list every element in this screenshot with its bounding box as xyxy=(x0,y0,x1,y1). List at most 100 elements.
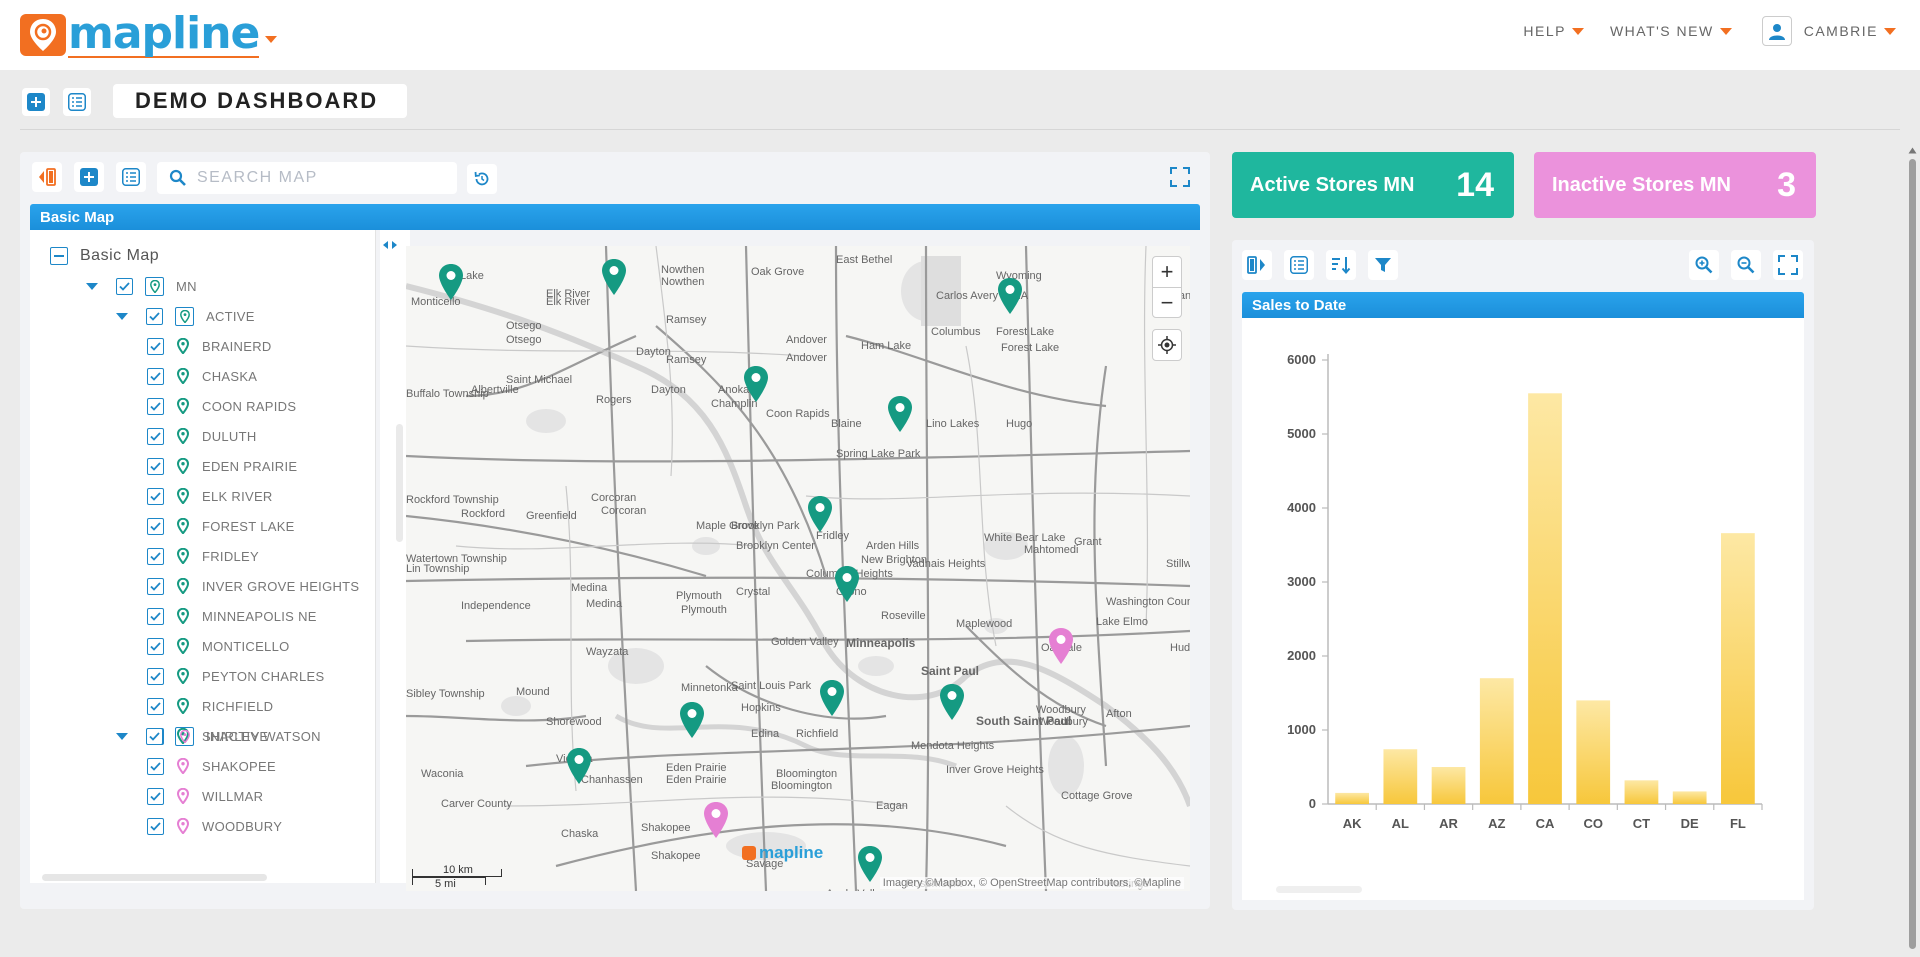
checkbox[interactable] xyxy=(146,307,163,325)
zoom-out-button[interactable]: − xyxy=(1153,287,1181,317)
layer-list-button[interactable] xyxy=(116,162,146,192)
kpi-inactive-stores[interactable]: Inactive Stores MN 3 xyxy=(1534,152,1816,218)
tree-vertical-scrollbar[interactable] xyxy=(396,424,403,542)
add-layer-button[interactable] xyxy=(74,162,104,192)
checkbox[interactable] xyxy=(147,637,164,655)
filter-button[interactable] xyxy=(1368,250,1398,280)
add-widget-button[interactable] xyxy=(22,88,50,116)
tree-item[interactable]: BRAINERD xyxy=(147,334,272,358)
checkbox[interactable] xyxy=(147,427,164,445)
active-store-pin[interactable] xyxy=(439,264,463,300)
tree-subgroup-inactive[interactable]: INACTIVE xyxy=(116,724,268,748)
tree-item[interactable]: WOODBURY xyxy=(147,814,282,838)
active-store-pin[interactable] xyxy=(835,566,859,602)
page-scrollbar[interactable] xyxy=(1906,145,1918,957)
expand-caret-icon[interactable] xyxy=(86,282,98,290)
active-store-pin[interactable] xyxy=(680,702,704,738)
checkbox[interactable] xyxy=(147,577,164,595)
active-store-pin[interactable] xyxy=(858,846,882,882)
chart-horizontal-scrollbar[interactable] xyxy=(1276,886,1362,893)
active-store-pin[interactable] xyxy=(940,684,964,720)
active-store-pin[interactable] xyxy=(808,496,832,532)
app-logo[interactable]: mapline xyxy=(20,12,278,58)
logo-chevron-down-icon[interactable] xyxy=(265,35,278,43)
checkbox[interactable] xyxy=(116,277,133,295)
tree-root[interactable]: Basic Map xyxy=(50,244,159,268)
bar-de[interactable] xyxy=(1672,791,1707,804)
tree-group-mn[interactable]: MN xyxy=(86,274,197,298)
chart-zoom-in-button[interactable] xyxy=(1689,250,1719,280)
checkbox[interactable] xyxy=(147,457,164,475)
checkbox[interactable] xyxy=(147,547,164,565)
active-store-pin[interactable] xyxy=(888,396,912,432)
active-store-pin[interactable] xyxy=(820,680,844,716)
inactive-store-pin[interactable] xyxy=(704,802,728,838)
dashboard-list-button[interactable] xyxy=(63,88,91,116)
tree-item[interactable]: PEYTON CHARLES xyxy=(147,664,324,688)
tree-item[interactable]: MINNEAPOLIS NE xyxy=(147,604,317,628)
checkbox[interactable] xyxy=(147,607,164,625)
bar-al[interactable] xyxy=(1383,749,1418,804)
user-menu[interactable]: CAMBRIE xyxy=(1761,16,1896,46)
checkbox[interactable] xyxy=(147,517,164,535)
active-store-pin[interactable] xyxy=(567,748,591,784)
tree-item[interactable]: INVER GROVE HEIGHTS xyxy=(147,574,359,598)
tree-subgroup-active[interactable]: ACTIVE xyxy=(116,304,255,328)
active-store-pin[interactable] xyxy=(602,259,626,295)
active-store-pin[interactable] xyxy=(998,278,1022,314)
bar-ar[interactable] xyxy=(1431,767,1466,804)
bar-fl[interactable] xyxy=(1721,533,1755,804)
map-attribution[interactable]: Imagery ©Mapbox, © OpenStreetMap contrib… xyxy=(879,877,1184,889)
expand-caret-icon[interactable] xyxy=(116,312,128,320)
checkbox[interactable] xyxy=(147,367,164,385)
tree-horizontal-scrollbar[interactable] xyxy=(42,874,267,881)
bar-ct[interactable] xyxy=(1624,780,1659,804)
help-menu[interactable]: HELP xyxy=(1523,23,1584,39)
zoom-in-button[interactable]: + xyxy=(1160,259,1174,284)
resize-arrows-icon[interactable] xyxy=(382,240,398,250)
checkbox[interactable] xyxy=(147,787,164,805)
tree-item[interactable]: FRIDLEY xyxy=(147,544,259,568)
locate-button[interactable] xyxy=(1153,330,1181,360)
search-map-input[interactable] xyxy=(197,169,437,187)
bar-az[interactable] xyxy=(1479,678,1514,804)
tree-item[interactable]: RICHFIELD xyxy=(147,694,273,718)
toggle-chart-panel-button[interactable] xyxy=(1242,250,1272,280)
tree-item[interactable]: ELK RIVER xyxy=(147,484,273,508)
bar-ak[interactable] xyxy=(1335,792,1369,804)
tree-item[interactable]: CHASKA xyxy=(147,364,257,388)
checkbox[interactable] xyxy=(147,757,164,775)
scroll-up-icon[interactable] xyxy=(1908,147,1917,154)
dashboard-title[interactable]: DEMO DASHBOARD xyxy=(113,84,407,118)
chart-zoom-out-button[interactable] xyxy=(1731,250,1761,280)
fullscreen-map-button[interactable] xyxy=(1165,162,1195,192)
checkbox[interactable] xyxy=(147,397,164,415)
bar-co[interactable] xyxy=(1576,700,1611,804)
checkbox[interactable] xyxy=(147,667,164,685)
inactive-store-pin[interactable] xyxy=(1049,628,1073,664)
active-store-pin[interactable] xyxy=(744,366,768,402)
checkbox[interactable] xyxy=(147,697,164,715)
checkbox[interactable] xyxy=(147,817,164,835)
checkbox[interactable] xyxy=(147,487,164,505)
kpi-active-stores[interactable]: Active Stores MN 14 xyxy=(1232,152,1514,218)
collapse-minus-icon[interactable] xyxy=(50,247,68,265)
tree-item[interactable]: WILLMAR xyxy=(147,784,263,808)
checkbox[interactable] xyxy=(146,727,163,745)
tree-item[interactable]: EDEN PRAIRIE xyxy=(147,454,297,478)
expand-caret-icon[interactable] xyxy=(116,732,128,740)
tree-item[interactable]: FOREST LAKE xyxy=(147,514,295,538)
checkbox[interactable] xyxy=(147,337,164,355)
bar-ca[interactable] xyxy=(1528,393,1562,804)
tree-item[interactable]: COON RAPIDS xyxy=(147,394,296,418)
chart-data-list-button[interactable] xyxy=(1284,250,1314,280)
sort-button[interactable] xyxy=(1326,250,1356,280)
tree-item[interactable]: MONTICELLO xyxy=(147,634,290,658)
tree-item[interactable]: DULUTH xyxy=(147,424,257,448)
whats-new-menu[interactable]: WHAT'S NEW xyxy=(1610,23,1732,39)
refresh-button[interactable] xyxy=(467,164,497,194)
page-scrollbar-thumb[interactable] xyxy=(1909,159,1916,949)
chart-fullscreen-button[interactable] xyxy=(1773,250,1803,280)
toggle-panel-button[interactable] xyxy=(32,162,62,192)
